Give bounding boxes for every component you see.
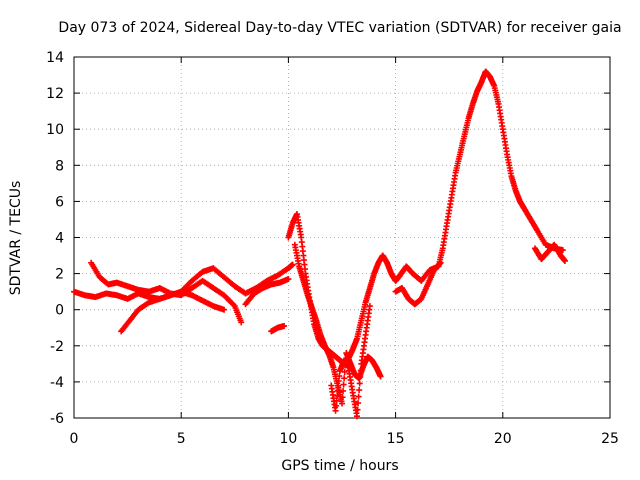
axis-ticks (73, 56, 611, 419)
data-point (354, 406, 361, 413)
data-point (341, 375, 348, 382)
series-track-e (268, 322, 288, 335)
chart-title: Day 073 of 2024, Sidereal Day-to-day VTE… (58, 20, 621, 36)
data-point (357, 373, 364, 380)
data-point (285, 276, 292, 283)
data-point (436, 260, 443, 267)
y-tick-label: 0 (55, 303, 64, 319)
series-track-h (328, 303, 373, 420)
data-point (289, 261, 296, 268)
x-tick-label: 10 (279, 431, 297, 447)
y-tick-label: 14 (46, 50, 64, 66)
y-tick-label: -6 (50, 411, 64, 427)
data-point (377, 373, 384, 380)
y-tick-label: 6 (55, 194, 64, 210)
y-axis-label: SDTVAR / TECUs (8, 181, 24, 296)
data-point (340, 387, 347, 394)
series-track-c (118, 288, 228, 335)
data-point (341, 368, 348, 375)
data-point (356, 380, 363, 387)
series-track-j (531, 241, 568, 264)
x-tick-label: 25 (601, 431, 619, 447)
y-tick-label: -4 (50, 375, 64, 391)
x-tick-labels: 0 5 10 15 20 25 (70, 431, 619, 447)
data-point (559, 247, 566, 254)
data-point (366, 303, 373, 310)
y-tick-label: 12 (46, 86, 64, 102)
series-track-b (88, 259, 245, 326)
x-tick-label: 5 (177, 431, 186, 447)
grid-lines (74, 57, 610, 418)
data-point (354, 413, 361, 420)
y-tick-labels: -6 -4 -2 0 2 4 6 8 10 12 14 (46, 50, 64, 427)
data-points (71, 68, 568, 420)
y-tick-label: -2 (50, 339, 64, 355)
data-point (339, 394, 346, 401)
y-tick-label: 8 (55, 158, 64, 174)
x-tick-label: 15 (387, 431, 405, 447)
x-axis-label: GPS time / hours (281, 458, 398, 474)
data-point (339, 400, 345, 407)
data-point (355, 400, 362, 407)
x-tick-label: 20 (494, 431, 512, 447)
data-point (281, 322, 288, 329)
data-point (357, 367, 364, 374)
series-track-d (242, 276, 292, 308)
series-track-f (285, 68, 566, 367)
y-tick-label: 10 (46, 122, 64, 138)
data-point (561, 257, 568, 264)
y-tick-label: 4 (55, 231, 64, 247)
data-point (221, 306, 228, 313)
data-point (437, 259, 444, 266)
data-point (238, 319, 245, 326)
y-tick-label: 2 (55, 267, 64, 283)
series-track-i (392, 259, 444, 308)
data-point (340, 381, 347, 388)
data-point (355, 393, 362, 400)
data-point (356, 387, 363, 394)
x-tick-label: 0 (70, 431, 79, 447)
